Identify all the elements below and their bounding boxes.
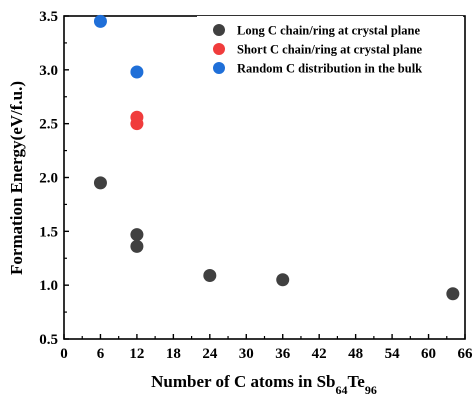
legend: Long C chain/ring at crystal plane Short… [197, 16, 463, 77]
data-point-series-0 [93, 176, 107, 190]
x-tick-label: 0 [60, 346, 68, 362]
data-point-series-0 [446, 287, 460, 301]
data-point-series-0 [276, 273, 290, 287]
x-axis-title-sub1: 64 [336, 383, 348, 397]
legend-marker-long-c [213, 24, 225, 36]
axis-ticks [63, 15, 466, 340]
x-tick-label: 18 [166, 346, 181, 362]
data-point-series-2 [130, 65, 144, 79]
legend-marker-short-c [213, 43, 225, 55]
legend-label-short-c: Short C chain/ring at crystal plane [237, 43, 423, 57]
x-tick-label: 6 [97, 346, 105, 362]
legend-label-long-c: Long C chain/ring at crystal plane [237, 24, 420, 38]
x-tick-label: 12 [129, 346, 144, 362]
data-point-series-2 [93, 14, 107, 28]
y-axis-title: Formation Energy(eV/f.u.) [7, 81, 26, 275]
y-tick-labels: 0.5 1.0 1.5 2.0 2.5 3.0 3.5 [39, 9, 58, 348]
y-tick-label: 2.5 [39, 117, 58, 133]
x-tick-label: 60 [421, 346, 436, 362]
data-point-series-0 [203, 268, 217, 282]
x-tick-label: 24 [202, 346, 218, 362]
data-points [93, 14, 460, 301]
data-point-series-0 [130, 239, 144, 253]
x-tick-label: 36 [275, 346, 291, 362]
x-tick-labels: 0 6 12 18 24 30 36 42 48 54 60 66 [60, 346, 473, 362]
data-point-series-1 [130, 117, 144, 131]
y-tick-label: 0.5 [39, 332, 58, 348]
x-tick-label: 30 [239, 346, 254, 362]
x-axis-title-main: Number of C atoms in Sb [151, 372, 335, 391]
x-axis-title: Number of C atoms in Sb64Te96 [151, 372, 377, 397]
x-tick-label: 48 [348, 346, 363, 362]
x-tick-label: 42 [312, 346, 327, 362]
x-axis-title-sub2: 96 [365, 383, 377, 397]
legend-label-random-c: Random C distribution in the bulk [237, 62, 422, 76]
legend-box [197, 16, 463, 77]
x-tick-label: 54 [385, 346, 401, 362]
x-tick-label: 66 [458, 346, 474, 362]
y-tick-label: 1.5 [39, 224, 58, 240]
y-tick-label: 3.5 [39, 9, 58, 25]
x-axis-title-mid: Te [348, 372, 366, 391]
legend-marker-random-c [213, 62, 225, 74]
data-point-series-0 [130, 228, 144, 242]
y-tick-label: 1.0 [39, 278, 58, 294]
y-tick-label: 2.0 [39, 171, 58, 187]
y-tick-label: 3.0 [39, 63, 58, 79]
